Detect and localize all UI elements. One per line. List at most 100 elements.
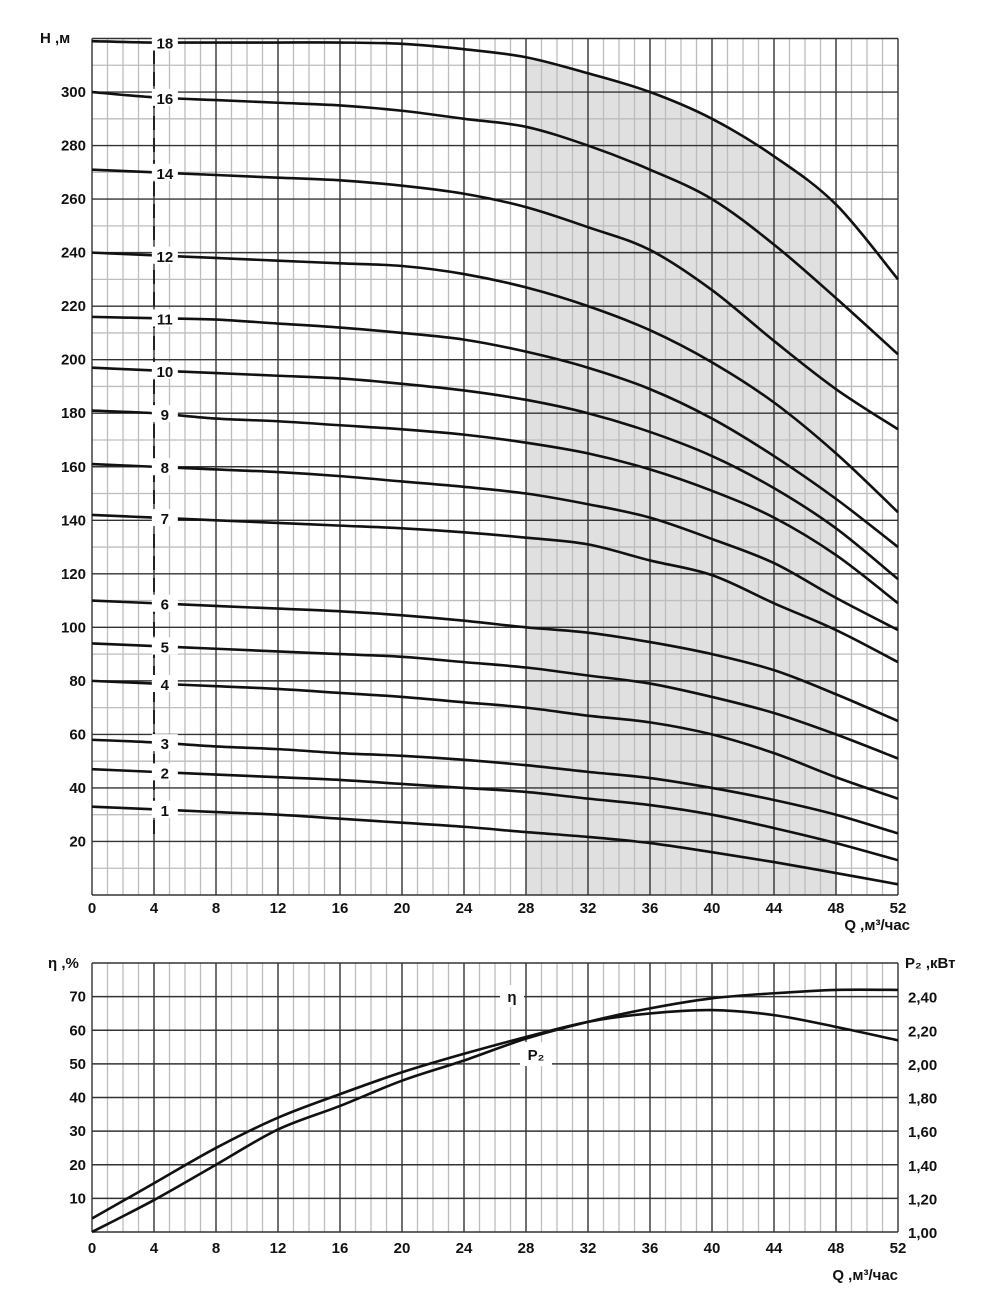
head-curve-14 bbox=[91, 168, 899, 431]
head-chart bbox=[91, 33, 900, 896]
curve-label-bg bbox=[151, 458, 178, 476]
curve-label-bg bbox=[500, 985, 524, 1007]
curve-label-bg bbox=[151, 509, 178, 527]
y-right-tick-label: 1,00 bbox=[908, 1225, 937, 1242]
y-tick-label: 180 bbox=[61, 405, 86, 422]
curve-label-3: 3 bbox=[161, 736, 169, 753]
efficiency-curve-label: η bbox=[507, 989, 516, 1006]
x-tick-label: 32 bbox=[580, 900, 597, 917]
curve-label-bg bbox=[151, 734, 178, 752]
x-tick-label: 48 bbox=[828, 900, 845, 917]
y-tick-label: 100 bbox=[61, 619, 86, 636]
y-tick-label: 120 bbox=[61, 566, 86, 583]
curve-label-2: 2 bbox=[161, 765, 169, 782]
x-tick-label: 24 bbox=[456, 900, 473, 917]
curve-label-bg bbox=[151, 246, 178, 264]
curve-label-bg bbox=[151, 88, 178, 106]
y-tick-label: 40 bbox=[69, 780, 86, 797]
head-curve-16 bbox=[91, 90, 899, 356]
y-tick-label: 260 bbox=[61, 191, 86, 208]
y-tick-label: 80 bbox=[69, 673, 86, 690]
y-tick-label: 50 bbox=[69, 1056, 86, 1073]
curve-label-7: 7 bbox=[161, 511, 169, 528]
x-tick-label: 36 bbox=[642, 1240, 659, 1257]
curve-label-9: 9 bbox=[161, 407, 169, 424]
x-tick-label: 52 bbox=[890, 900, 907, 917]
head-curve-7 bbox=[91, 513, 899, 664]
curve-label-10: 10 bbox=[157, 364, 174, 381]
y-tick-label: 300 bbox=[61, 84, 86, 101]
curve-label-bg bbox=[151, 33, 178, 51]
x-tick-label: 40 bbox=[704, 900, 721, 917]
y-tick-label: 70 bbox=[69, 989, 86, 1006]
x-tick-label: 36 bbox=[642, 900, 659, 917]
curve-label-bg bbox=[151, 405, 178, 423]
y-tick-label: 200 bbox=[61, 352, 86, 369]
head-curve-8 bbox=[91, 462, 899, 632]
x-tick-label: 0 bbox=[88, 900, 96, 917]
y-right-tick-label: 1,20 bbox=[908, 1191, 937, 1208]
curve-label-bg bbox=[151, 637, 178, 655]
y-tick-label: 30 bbox=[69, 1123, 86, 1140]
y-tick-label: 40 bbox=[69, 1090, 86, 1107]
curve-label-16: 16 bbox=[157, 91, 174, 108]
curve-label-5: 5 bbox=[161, 640, 169, 657]
curve-label-bg bbox=[151, 361, 178, 379]
curve-label-bg bbox=[151, 675, 178, 693]
curve-label-18: 18 bbox=[157, 36, 174, 53]
y-right-tick-label: 2,20 bbox=[908, 1023, 937, 1040]
y-right-tick-label: 1,40 bbox=[908, 1158, 937, 1175]
y-axis-label: η ,% bbox=[48, 955, 79, 972]
curve-label-6: 6 bbox=[161, 597, 169, 614]
x-tick-label: 44 bbox=[766, 1240, 783, 1257]
x-tick-label: 52 bbox=[890, 1240, 907, 1257]
curve-label-14: 14 bbox=[157, 166, 174, 183]
curve-label-bg bbox=[151, 800, 178, 818]
efficiency-curve bbox=[91, 1008, 899, 1220]
head-curve-18 bbox=[91, 39, 900, 281]
y-axis-label: H ,м bbox=[40, 30, 70, 47]
y-right-tick-label: 1,60 bbox=[908, 1124, 937, 1141]
curve-label-12: 12 bbox=[157, 249, 174, 266]
y-tick-label: 60 bbox=[69, 1022, 86, 1039]
y-right-tick-label: 1,80 bbox=[908, 1091, 937, 1108]
curve-label-11: 11 bbox=[157, 311, 173, 328]
y-tick-label: 20 bbox=[69, 1157, 86, 1174]
x-tick-label: 28 bbox=[518, 1240, 535, 1257]
x-tick-label: 16 bbox=[332, 1240, 349, 1257]
curve-label-bg bbox=[520, 1042, 552, 1066]
y-tick-label: 240 bbox=[61, 245, 86, 262]
x-axis-label: Q ,м³/час bbox=[832, 1267, 898, 1284]
x-tick-label: 40 bbox=[704, 1240, 721, 1257]
y-tick-label: 20 bbox=[69, 833, 86, 850]
head-curve-10 bbox=[91, 366, 899, 581]
y-axis-right-label: P₂ ,кВт bbox=[905, 955, 956, 972]
head-curve-5 bbox=[91, 642, 899, 760]
power-curve bbox=[91, 988, 899, 1234]
x-tick-label: 12 bbox=[270, 900, 287, 917]
y-right-tick-label: 2,00 bbox=[908, 1057, 937, 1074]
y-tick-label: 280 bbox=[61, 138, 86, 155]
x-tick-label: 20 bbox=[394, 900, 411, 917]
x-tick-label: 32 bbox=[580, 1240, 597, 1257]
head-curve-3 bbox=[91, 738, 899, 835]
x-tick-label: 0 bbox=[88, 1240, 96, 1257]
x-tick-label: 12 bbox=[270, 1240, 287, 1257]
x-tick-label: 4 bbox=[150, 1240, 159, 1257]
x-tick-label: 8 bbox=[212, 900, 220, 917]
curve-label-bg bbox=[151, 763, 178, 781]
y-tick-label: 160 bbox=[61, 459, 86, 476]
curve-label-8: 8 bbox=[161, 460, 169, 477]
x-tick-label: 24 bbox=[456, 1240, 473, 1257]
y-tick-label: 220 bbox=[61, 298, 86, 315]
curve-label-bg bbox=[151, 309, 178, 327]
curve-label-bg bbox=[151, 594, 178, 612]
head-curve-11 bbox=[91, 315, 899, 549]
y-tick-label: 60 bbox=[69, 726, 86, 743]
x-tick-label: 8 bbox=[212, 1240, 220, 1257]
x-tick-label: 28 bbox=[518, 900, 535, 917]
x-tick-label: 44 bbox=[766, 900, 783, 917]
x-tick-label: 16 bbox=[332, 900, 349, 917]
power-curve-label: P₂ bbox=[528, 1047, 545, 1064]
